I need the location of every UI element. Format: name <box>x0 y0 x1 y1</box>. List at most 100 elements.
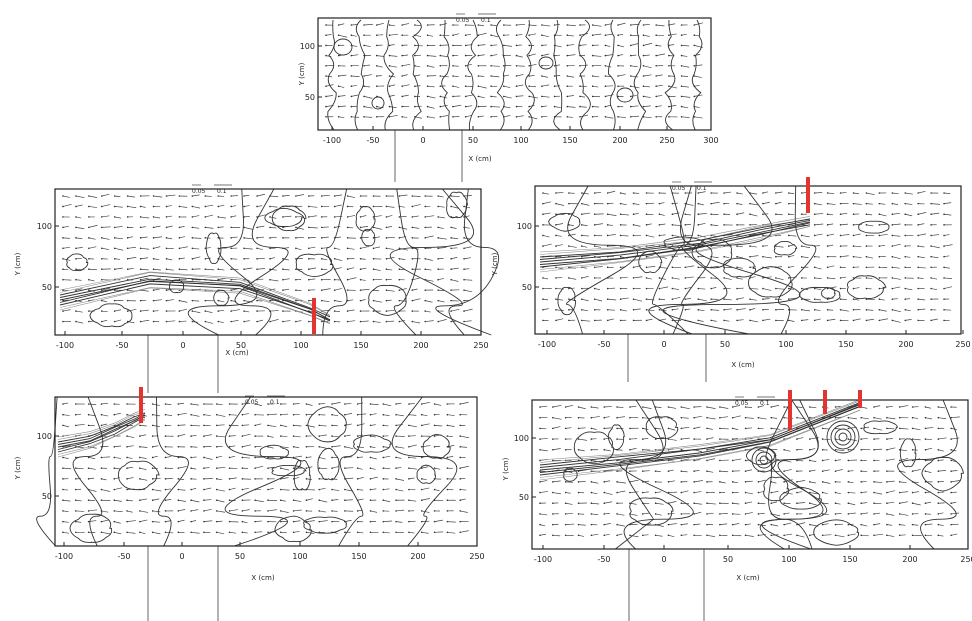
velocity-vector <box>643 54 650 56</box>
velocity-vector <box>280 477 289 480</box>
velocity-vector <box>360 289 370 291</box>
velocity-vector <box>179 257 185 260</box>
vector-origin <box>581 287 583 290</box>
vector-origin <box>668 65 670 67</box>
velocity-vector <box>295 194 305 197</box>
vector-origin <box>292 403 295 405</box>
vector-origin <box>62 226 64 229</box>
vector-origin <box>645 224 648 226</box>
contour-line <box>539 403 861 471</box>
vector-origin <box>382 478 385 480</box>
velocity-vector <box>203 414 211 416</box>
velocity-vector <box>166 320 176 322</box>
velocity-vector <box>280 510 289 513</box>
velocity-vector <box>694 480 703 483</box>
velocity-vector <box>370 488 377 490</box>
contour-loop <box>548 212 581 232</box>
velocity-vector <box>539 491 548 493</box>
vector-origin <box>568 234 570 237</box>
vector-origin <box>632 213 635 216</box>
vector-origin <box>280 424 282 427</box>
vector-origin <box>320 237 323 239</box>
vector-origin <box>783 513 785 515</box>
vector-origin <box>671 287 674 290</box>
velocity-vector <box>861 426 869 429</box>
vector-origin <box>697 213 700 216</box>
vector-origin <box>113 320 116 323</box>
vector-origin <box>706 470 708 472</box>
vector-origin <box>930 287 932 290</box>
velocity-vector <box>788 255 795 258</box>
velocity-vector <box>555 235 562 237</box>
vector-origin <box>420 424 423 427</box>
vector-origin <box>658 308 661 311</box>
velocity-vector <box>698 235 706 238</box>
velocity-vector <box>899 470 906 473</box>
vector-origin <box>308 257 310 260</box>
velocity-vector <box>478 24 484 26</box>
vector-origin <box>924 459 927 462</box>
velocity-vector <box>166 299 175 301</box>
velocity-vector <box>951 501 957 504</box>
velocity-vector <box>659 213 665 216</box>
vector-origin <box>813 298 816 300</box>
velocity-vector <box>605 116 614 119</box>
y-tick-label: 50 <box>519 493 529 502</box>
contour-loop <box>213 289 230 306</box>
velocity-vector <box>694 491 702 493</box>
vector-origin <box>450 247 452 250</box>
vector-origin <box>256 226 258 229</box>
vector-origin <box>629 406 631 408</box>
vector-origin <box>744 416 747 419</box>
vector-origin <box>591 44 594 47</box>
velocity-vector <box>101 204 111 207</box>
vector-origin <box>426 116 429 118</box>
x-tick-label: -100 <box>534 555 552 564</box>
vector-origin <box>809 470 811 472</box>
velocity-vector <box>918 233 927 236</box>
velocity-vector <box>203 508 212 512</box>
vector-origin <box>658 234 661 237</box>
velocity-vector <box>293 531 300 533</box>
vector-origin <box>320 257 323 260</box>
vector-origin <box>241 413 244 416</box>
vector-origin <box>886 523 888 526</box>
vector-origin <box>439 85 442 87</box>
velocity-vector <box>668 104 677 107</box>
vector-origin <box>865 213 868 216</box>
velocity-vector <box>203 434 212 437</box>
velocity-vector <box>101 456 111 458</box>
velocity-vector <box>383 455 391 458</box>
vector-origin <box>437 278 439 281</box>
vector-origin <box>710 277 712 279</box>
velocity-vector <box>886 417 896 420</box>
vector-origin <box>616 438 618 440</box>
vector-origin <box>655 75 657 77</box>
vector-origin <box>177 531 180 534</box>
vector-origin <box>619 266 622 269</box>
velocity-vector <box>892 277 901 280</box>
vector-origin <box>800 245 803 247</box>
vector-origin <box>292 499 295 502</box>
vector-origin <box>515 54 518 57</box>
vector-origin <box>439 24 442 26</box>
vector-origin <box>693 534 695 537</box>
plot-frame <box>531 399 969 550</box>
velocity-vector <box>451 267 459 270</box>
vector-origin <box>924 513 927 515</box>
vector-origin <box>873 534 875 537</box>
vector-origin <box>333 320 336 323</box>
vector-origin <box>356 456 359 459</box>
velocity-vector <box>681 33 687 36</box>
velocity-vector <box>886 490 896 493</box>
vector-origin <box>388 44 391 47</box>
vector-origin <box>813 234 816 237</box>
vector-origin <box>731 534 734 537</box>
velocity-vector <box>139 498 148 501</box>
vector-origin <box>459 413 461 416</box>
vector-origin <box>697 245 700 247</box>
velocity-vector <box>139 457 147 459</box>
velocity-vector <box>873 428 883 431</box>
velocity-vector <box>668 460 675 462</box>
